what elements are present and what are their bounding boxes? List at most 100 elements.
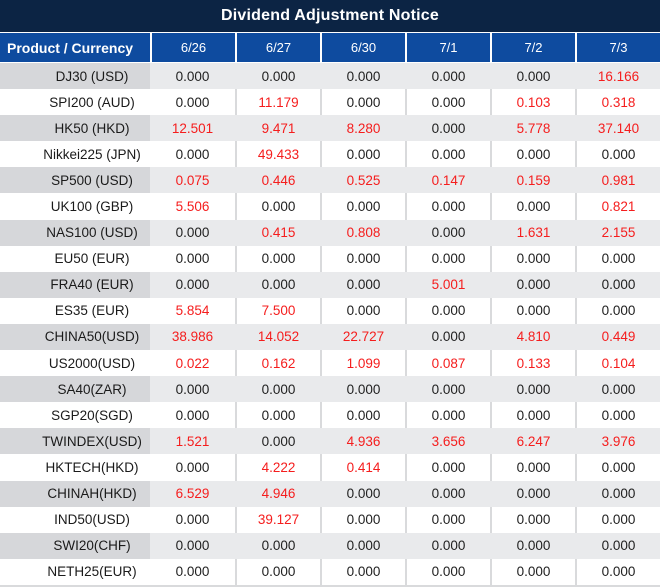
value-cell: 0.525 [320,167,405,194]
value-cell: 0.000 [490,141,575,168]
value-cell: 0.000 [405,376,490,403]
value-cell: 0.981 [575,167,660,194]
value-cell: 5.854 [150,297,235,324]
value-cell: 0.000 [405,323,490,351]
product-cell: SGP20(SGD) [0,402,150,429]
product-cell: IND50(USD) [0,506,150,533]
value-cell: 0.000 [235,271,320,298]
value-cell: 4.936 [320,428,405,455]
product-cell: NETH25(EUR) [0,558,150,585]
table-row: Nikkei225 (JPN) 0.000 49.433 0.000 0.000 0.0… [0,141,660,168]
value-cell: 49.433 [235,141,320,168]
value-cell: 0.000 [405,115,490,142]
value-cell: 0.000 [150,141,235,168]
product-cell: SA40(ZAR) [0,376,150,403]
value-cell: 0.000 [320,506,405,533]
value-cell: 0.000 [405,89,490,116]
table-row: NETH25(EUR) 0.000 0.000 0.000 0.000 0.000 0.0… [0,558,660,585]
value-cell: 0.000 [575,454,660,481]
value-cell: 0.147 [405,167,490,194]
value-cell: 0.415 [235,219,320,246]
header-date-cell: 7/2 [490,33,575,62]
value-cell: 0.000 [235,428,320,455]
value-cell: 0.075 [150,167,235,194]
header-date-cell: 6/30 [320,33,405,62]
value-cell: 0.000 [575,506,660,533]
value-cell: 2.155 [575,219,660,246]
value-cell: 0.000 [405,219,490,246]
value-cell: 0.000 [235,532,320,559]
value-cell: 0.022 [150,350,235,377]
value-cell: 0.000 [320,532,405,559]
value-cell: 0.318 [575,89,660,116]
header-date-cell: 7/3 [575,33,660,62]
value-cell: 0.000 [320,480,405,507]
value-cell: 11.179 [235,89,320,116]
value-cell: 1.521 [150,428,235,455]
value-cell: 16.166 [575,63,660,90]
value-cell: 37.140 [575,115,660,142]
value-cell: 0.000 [490,506,575,533]
table-header-row: Product / Currency 6/26 6/27 6/30 7/1 7/2 7/3 [0,33,660,63]
value-cell: 0.000 [575,271,660,298]
value-cell: 0.000 [150,219,235,246]
product-cell: Nikkei225 (JPN) [0,141,150,168]
value-cell: 6.247 [490,428,575,455]
table-row: HKTECH(HKD) 0.000 4.222 0.414 0.000 0.000 0.0… [0,454,660,481]
value-cell: 4.946 [235,480,320,507]
value-cell: 0.162 [235,350,320,377]
value-cell: 0.000 [575,532,660,559]
table-row: SA40(ZAR) 0.000 0.000 0.000 0.000 0.000 0.000 [0,376,660,403]
table-row: ES35 (EUR) 5.854 7.500 0.000 0.000 0.000 0.00… [0,297,660,324]
value-cell: 0.446 [235,167,320,194]
value-cell: 0.000 [150,245,235,272]
value-cell: 0.000 [490,376,575,403]
table-row: UK100 (GBP) 5.506 0.000 0.000 0.000 0.000 0.8… [0,193,660,220]
header-date-cell: 6/27 [235,33,320,62]
table-row: IND50(USD) 0.000 39.127 0.000 0.000 0.000 0.0… [0,506,660,533]
value-cell: 0.000 [235,376,320,403]
product-cell: EU50 (EUR) [0,245,150,272]
value-cell: 0.000 [490,480,575,507]
product-cell: CHINA50(USD) [0,323,150,351]
value-cell: 0.000 [490,297,575,324]
product-cell: TWINDEX(USD) [0,428,150,455]
value-cell: 0.821 [575,193,660,220]
table-row: TWINDEX(USD) 1.521 0.000 4.936 3.656 6.247 3.… [0,428,660,455]
value-cell: 3.976 [575,428,660,455]
value-cell: 4.810 [490,323,575,351]
value-cell: 0.000 [320,193,405,220]
value-cell: 3.656 [405,428,490,455]
product-cell: SWI20(CHF) [0,532,150,559]
product-cell: SP500 (USD) [0,167,150,194]
value-cell: 0.104 [575,350,660,377]
product-cell: UK100 (GBP) [0,193,150,220]
value-cell: 0.000 [150,558,235,585]
table-row: SGP20(SGD) 0.000 0.000 0.000 0.000 0.000 0.00… [0,402,660,429]
value-cell: 0.414 [320,454,405,481]
value-cell: 0.000 [490,454,575,481]
value-cell: 1.631 [490,219,575,246]
value-cell: 0.449 [575,323,660,351]
value-cell: 0.000 [150,532,235,559]
product-cell: HK50 (HKD) [0,115,150,142]
value-cell: 38.986 [150,323,235,351]
value-cell: 0.000 [150,376,235,403]
value-cell: 0.000 [405,558,490,585]
value-cell: 0.000 [235,245,320,272]
value-cell: 0.000 [405,193,490,220]
value-cell: 0.000 [320,558,405,585]
header-date-cell: 7/1 [405,33,490,62]
product-cell: DJ30 (USD) [0,63,150,90]
value-cell: 12.501 [150,115,235,142]
table-body: DJ30 (USD) 0.000 0.000 0.000 0.000 0.000 16.1… [0,63,660,585]
value-cell: 39.127 [235,506,320,533]
product-cell: NAS100 (USD) [0,219,150,246]
product-cell: FRA40 (EUR) [0,271,150,298]
value-cell: 5.506 [150,193,235,220]
table-row: EU50 (EUR) 0.000 0.000 0.000 0.000 0.000 0.00… [0,245,660,272]
product-cell: ES35 (EUR) [0,297,150,324]
value-cell: 0.000 [405,402,490,429]
value-cell: 0.000 [320,402,405,429]
table-row: CHINA50(USD) 38.986 14.052 22.727 0.000 4.81… [0,323,660,351]
